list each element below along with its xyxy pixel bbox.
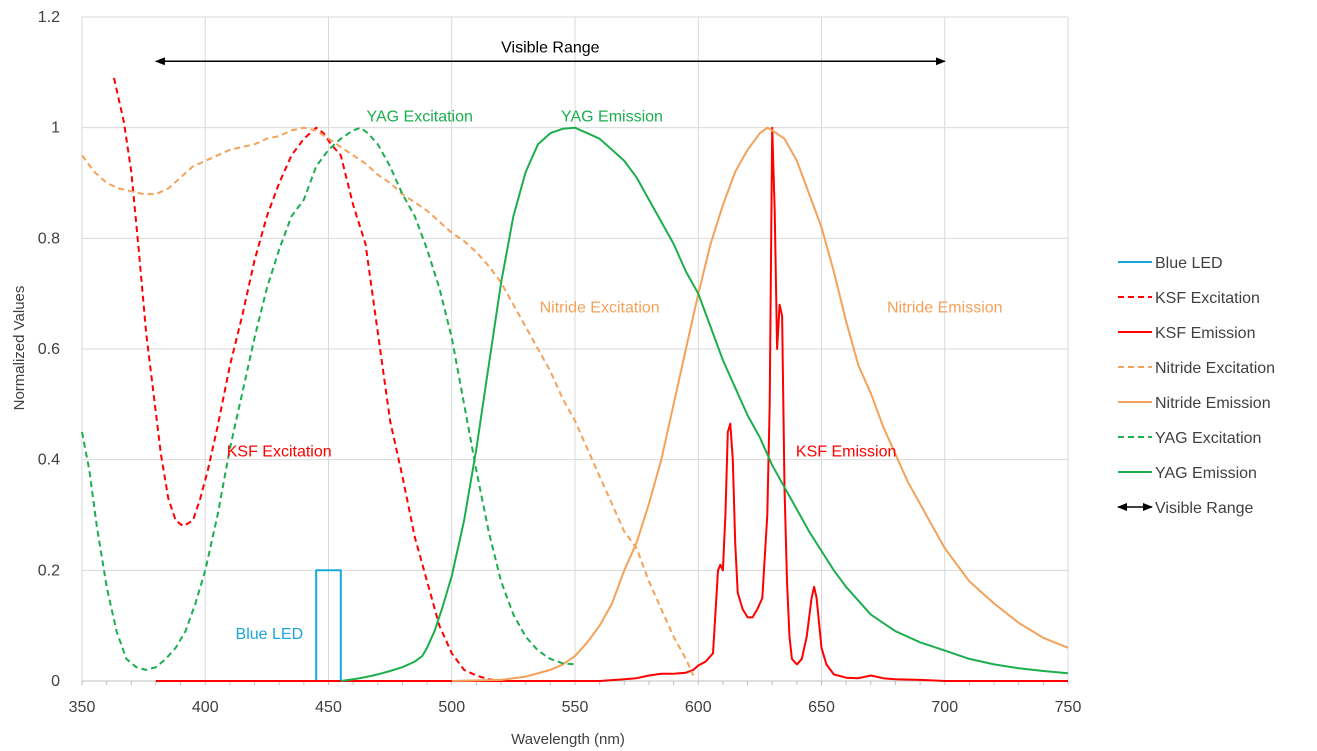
annotation-yag-excitation: YAG Excitation [366,109,472,126]
annotation-yag-emission: YAG Emission [561,109,663,126]
x-tick-label: 500 [438,699,465,716]
x-tick-label: 450 [315,699,342,716]
annotation-nitride-emission: Nitride Emission [887,300,1003,317]
y-tick-label: 0.2 [38,562,60,579]
legend-label-nitride-excitation: Nitride Excitation [1155,360,1275,377]
x-tick-label: 700 [931,699,958,716]
y-tick-label: 0 [51,673,60,690]
y-tick-label: 0.8 [38,230,60,247]
series-ksf-excitation [113,77,502,682]
legend-label-ksf-emission: KSF Emission [1155,325,1255,342]
x-tick-label: 550 [562,699,589,716]
x-tick-label: 750 [1055,699,1082,716]
x-axis-title: Wavelength (nm) [511,731,625,748]
y-axis-ticks: 0 0.2 0.4 0.6 0.8 1 1.2 [38,9,60,690]
series-yag-excitation [81,126,576,671]
series-nitride-excitation [81,126,695,676]
y-axis-title: Normalized Values [11,286,28,411]
series-ksf-emission [155,126,1068,682]
legend-label-ksf-excitation: KSF Excitation [1155,290,1260,307]
x-tick-label: 350 [69,699,96,716]
annotation-blue-led: Blue LED [236,626,304,643]
annotation-ksf-excitation: KSF Excitation [227,443,332,460]
annotation-nitride-excitation: Nitride Excitation [540,300,660,317]
x-axis-ticks: 350 400 450 500 550 600 650 700 750 [69,699,1082,716]
series-blue-led [315,569,342,681]
series-yag-emission [340,126,1069,682]
y-tick-label: 1 [51,120,60,137]
legend-label-yag-excitation: YAG Excitation [1155,430,1261,447]
y-tick-label: 0.4 [38,452,60,469]
x-tick-label: 650 [808,699,835,716]
series-group [81,57,1069,682]
annotation-ksf-emission: KSF Emission [796,443,896,460]
annotations-group: Visible Range YAG Excitation YAG Emission N… [227,39,1003,643]
y-tick-label: 0.6 [38,341,60,358]
legend-label-visible-range: Visible Range [1155,500,1254,517]
x-tick-label: 600 [685,699,712,716]
legend-label-blue-led: Blue LED [1155,255,1223,272]
legend: Blue LED KSF Excitation KSF Emission Nitrid… [1117,255,1275,517]
x-tick-label: 400 [192,699,219,716]
legend-label-nitride-emission: Nitride Emission [1155,395,1271,412]
y-tick-label: 1.2 [38,9,60,26]
series-nitride-emission [451,126,1069,682]
legend-label-yag-emission: YAG Emission [1155,465,1257,482]
annotation-visible-range: Visible Range [501,39,600,56]
